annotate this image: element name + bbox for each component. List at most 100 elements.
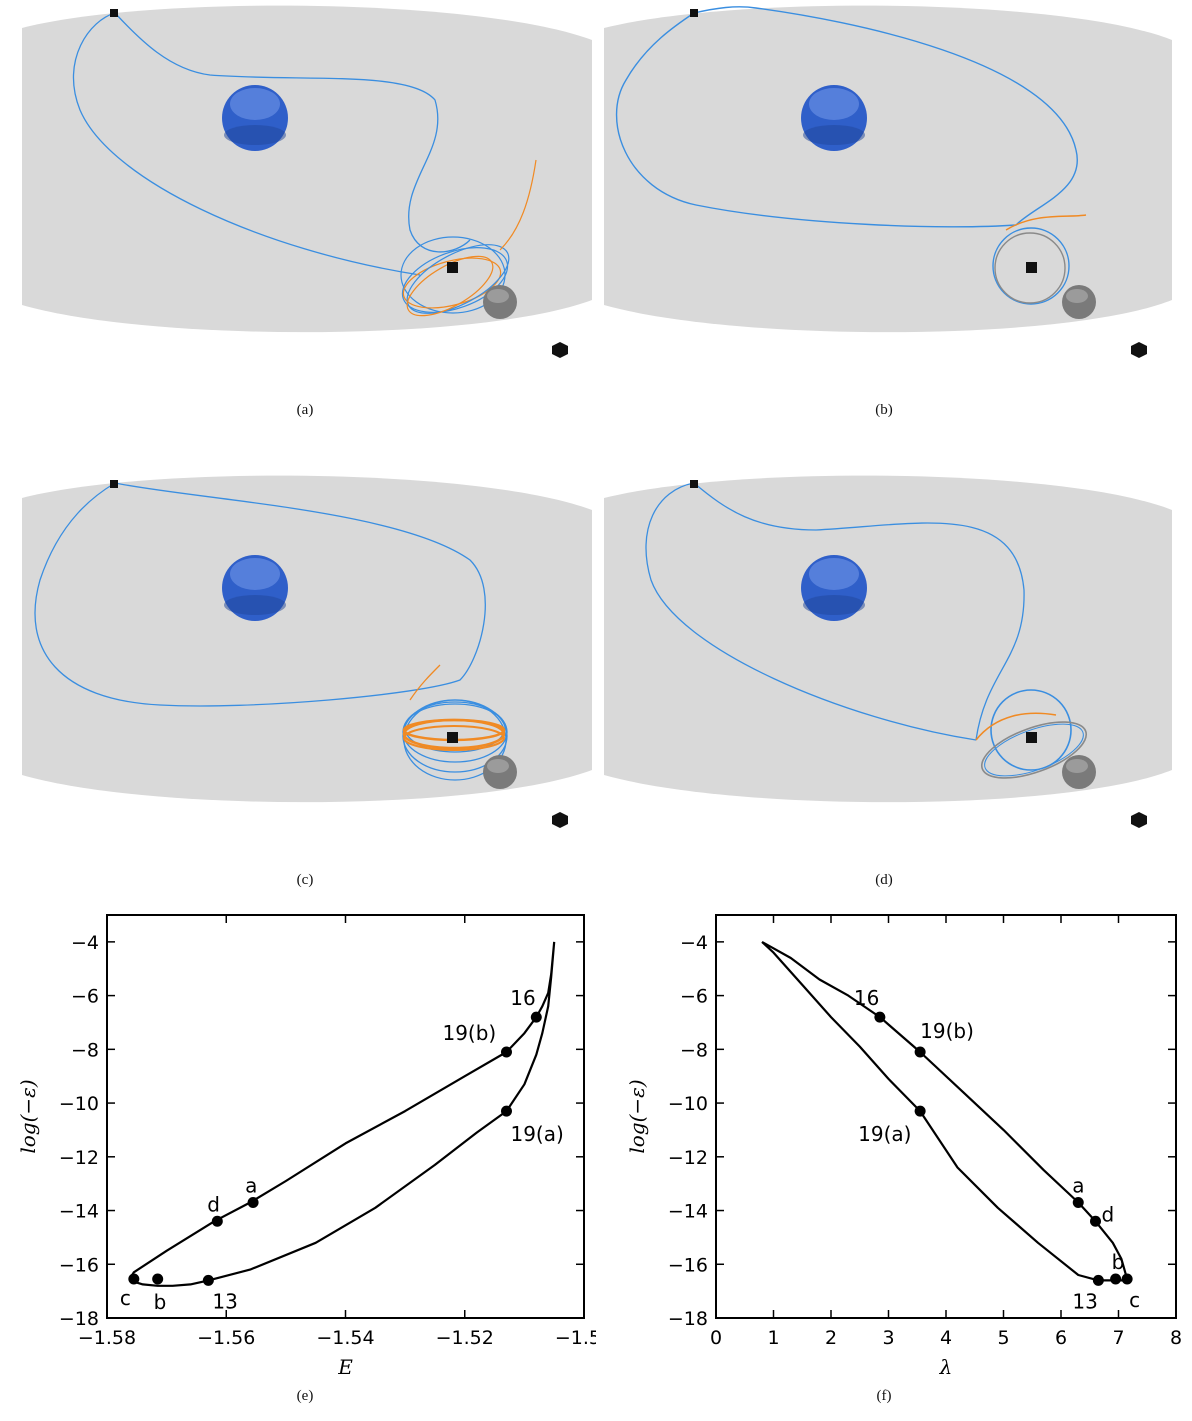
caption-a: (a) bbox=[296, 402, 314, 418]
caption-f: (f) bbox=[876, 1388, 892, 1404]
x-tick-label: 1 bbox=[767, 1327, 779, 1349]
panel-c: (c) bbox=[0, 470, 596, 888]
solution-curve bbox=[128, 941, 556, 1287]
orbit-render-c bbox=[22, 475, 592, 828]
data-point-b bbox=[152, 1273, 164, 1285]
data-point-19b bbox=[914, 1046, 926, 1058]
y-axis-label: log(−ε) bbox=[625, 1079, 649, 1153]
y-tick-label: −18 bbox=[668, 1308, 708, 1330]
x-axis-label: E bbox=[337, 1355, 353, 1379]
sun-marker bbox=[1131, 812, 1147, 828]
moon bbox=[1062, 285, 1096, 319]
start-marker bbox=[110, 9, 118, 17]
data-point-label: a bbox=[245, 1173, 257, 1197]
x-tick-label: −1.56 bbox=[197, 1327, 255, 1349]
data-point-b bbox=[1110, 1273, 1122, 1285]
sun-marker bbox=[1131, 342, 1147, 358]
plot-frame bbox=[715, 914, 1177, 1319]
x-tick-label: 7 bbox=[1112, 1327, 1124, 1349]
x-tick-label: 5 bbox=[997, 1327, 1009, 1349]
capture-orbits bbox=[400, 159, 537, 317]
transfer-trajectory bbox=[72, 12, 471, 276]
data-point-13 bbox=[1092, 1274, 1104, 1286]
x-tick-label: 3 bbox=[882, 1327, 894, 1349]
data-point-16 bbox=[530, 1011, 542, 1023]
l2-marker bbox=[447, 262, 458, 273]
caption-c: (c) bbox=[296, 872, 314, 888]
data-point-c bbox=[128, 1273, 140, 1285]
sun-marker bbox=[552, 342, 568, 358]
y-tick-label: −14 bbox=[59, 1201, 99, 1223]
panel-a: (a) bbox=[0, 0, 596, 418]
y-tick-label: −12 bbox=[668, 1147, 708, 1169]
data-point-19a bbox=[500, 1105, 512, 1117]
ecliptic-plane bbox=[604, 5, 1172, 333]
chart-f: 0 1 2 3 4 5 6 7 8 −18 −16 −14 −12 −10 −8 −6 −4 λ log(−ε) 16… bbox=[596, 880, 1192, 1421]
earth bbox=[222, 555, 288, 621]
y-axis-label: log(−ε) bbox=[16, 1079, 40, 1153]
y-tick-label: −4 bbox=[71, 932, 99, 954]
panel-b: (b) bbox=[596, 0, 1192, 418]
y-tick-label: −6 bbox=[71, 986, 99, 1008]
data-point-label: c bbox=[120, 1286, 131, 1310]
l2-marker bbox=[1026, 262, 1037, 273]
x-tick-label: −1.54 bbox=[316, 1327, 374, 1349]
data-point-label: b bbox=[154, 1290, 167, 1314]
data-point-label: d bbox=[207, 1192, 220, 1216]
plot-frame bbox=[106, 914, 585, 1319]
data-point-16 bbox=[874, 1011, 886, 1023]
capture-orbits bbox=[402, 664, 508, 781]
ecliptic-plane bbox=[22, 5, 592, 333]
caption-d: (d) bbox=[875, 872, 893, 888]
y-tick-label: −10 bbox=[668, 1093, 708, 1115]
orbit-render-d bbox=[604, 475, 1172, 828]
x-axis-label: λ bbox=[939, 1355, 953, 1379]
x-tick-label: 2 bbox=[825, 1327, 837, 1349]
data-point-label: 19(b) bbox=[920, 1019, 974, 1043]
data-point-label: 13 bbox=[1072, 1289, 1097, 1313]
data-point-label: c bbox=[1129, 1288, 1140, 1312]
start-marker bbox=[690, 480, 698, 488]
capture-orbits bbox=[975, 689, 1088, 779]
earth bbox=[801, 85, 867, 151]
data-point-d bbox=[1090, 1215, 1101, 1227]
moon bbox=[483, 755, 517, 789]
earth bbox=[222, 85, 288, 151]
data-point-19b bbox=[500, 1046, 512, 1058]
y-tick-label: −16 bbox=[668, 1254, 708, 1276]
y-tick-label: −8 bbox=[680, 1039, 708, 1061]
data-point-19a bbox=[914, 1105, 926, 1117]
y-tick-label: −14 bbox=[668, 1201, 708, 1223]
data-point-label: a bbox=[1072, 1173, 1084, 1197]
start-marker bbox=[110, 480, 118, 488]
data-point-label: b bbox=[1112, 1250, 1125, 1274]
chart-e: −1.58 −1.56 −1.54 −1.52 −1.50 −18 −16 −14 −12 −10… bbox=[0, 880, 596, 1421]
data-point-label: 19(a) bbox=[858, 1122, 911, 1146]
x-tick-label: 8 bbox=[1170, 1327, 1182, 1349]
data-point-13 bbox=[202, 1274, 214, 1286]
x-tick-label: −1.50 bbox=[555, 1327, 596, 1349]
l2-marker bbox=[447, 732, 458, 743]
data-point-c bbox=[1121, 1273, 1133, 1285]
moon bbox=[1062, 755, 1096, 789]
x-tick-label: 4 bbox=[940, 1327, 952, 1349]
earth bbox=[801, 555, 867, 621]
data-point-label: 16 bbox=[510, 986, 535, 1010]
y-tick-label: −18 bbox=[59, 1308, 99, 1330]
data-point-a bbox=[1072, 1196, 1084, 1208]
x-tick-label: −1.58 bbox=[78, 1327, 136, 1349]
y-tick-label: −6 bbox=[680, 986, 708, 1008]
y-tick-label: −8 bbox=[71, 1039, 99, 1061]
moon bbox=[483, 285, 517, 319]
data-point-label: 19(a) bbox=[510, 1122, 563, 1146]
y-tick-label: −12 bbox=[59, 1147, 99, 1169]
data-point-label: 19(b) bbox=[442, 1021, 496, 1045]
caption-e: (e) bbox=[296, 1388, 314, 1404]
data-point-d bbox=[211, 1215, 223, 1227]
y-tick-label: −16 bbox=[59, 1254, 99, 1276]
ecliptic-plane bbox=[604, 475, 1172, 803]
transfer-trajectory bbox=[645, 482, 1025, 741]
solution-curve bbox=[761, 940, 1129, 1282]
orbit-render-a bbox=[22, 5, 592, 358]
data-point-label: d bbox=[1102, 1202, 1115, 1226]
